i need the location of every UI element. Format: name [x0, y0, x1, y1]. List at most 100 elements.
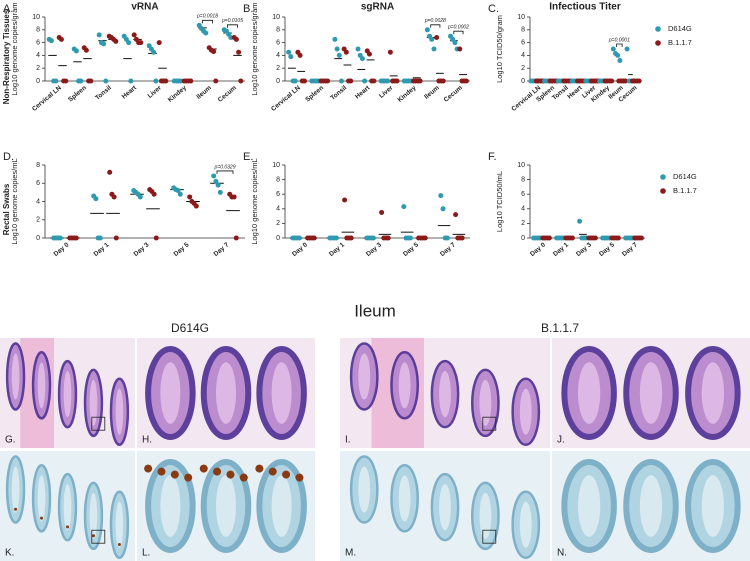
x-tick-label: Kindey — [167, 84, 188, 104]
panel-label: A. — [3, 3, 13, 15]
data-point — [151, 191, 157, 197]
histology-image: N. — [552, 451, 750, 561]
x-tick-label: Day 0 — [53, 241, 71, 258]
data-point — [217, 189, 223, 195]
stain-spot — [40, 516, 44, 520]
zoom-box — [91, 529, 106, 544]
y-axis-label: Log10 genome copies/mL — [250, 158, 259, 244]
data-point — [177, 191, 183, 197]
x-tick-label: Day 0 — [529, 241, 547, 258]
histology-image: L. — [137, 451, 315, 561]
y-tick-label: 0 — [276, 78, 280, 85]
y-tick-label: 10 — [272, 162, 280, 169]
data-point — [203, 30, 209, 36]
stain-spot — [268, 467, 277, 476]
data-point — [332, 36, 338, 42]
data-point — [213, 178, 219, 184]
data-point — [163, 78, 169, 84]
villus-core — [439, 371, 451, 418]
stain-spot — [213, 467, 222, 476]
data-point — [379, 209, 385, 215]
panel-label: I. — [345, 435, 351, 446]
zoom-box — [91, 416, 106, 431]
data-point — [88, 78, 94, 84]
data-point — [385, 235, 391, 241]
data-point — [236, 49, 242, 55]
data-point — [113, 38, 119, 44]
x-tick-label: Day 7 — [621, 241, 639, 258]
villus-core — [37, 362, 46, 409]
y-tick-label: 8 — [36, 162, 40, 169]
x-tick-label: Day 1 — [93, 241, 111, 258]
row-label: Rectal Swabs — [2, 183, 11, 235]
x-tick-label: Day 5 — [598, 241, 616, 258]
x-tick-label: Cervical LN — [270, 84, 302, 113]
villus-core — [358, 353, 371, 400]
x-tick-label: Day 7 — [213, 241, 231, 258]
data-point — [359, 56, 365, 62]
stain-spot — [255, 464, 264, 473]
y-tick-label: 6 — [521, 39, 525, 46]
x-tick-label: Spleen — [67, 84, 88, 103]
villus-core — [701, 362, 725, 424]
data-point — [431, 46, 437, 52]
histology-image: H. — [137, 338, 315, 448]
y-tick-label: 6 — [276, 191, 280, 198]
data-point — [58, 36, 64, 42]
data-point — [348, 235, 354, 241]
data-point — [387, 49, 393, 55]
data-point — [153, 78, 159, 84]
legend-label: D614G — [673, 172, 697, 181]
x-tick-label: Liver — [378, 84, 395, 100]
villus-core — [701, 475, 725, 537]
x-tick-label: Day 0 — [291, 241, 309, 258]
data-point — [97, 235, 103, 241]
data-point — [233, 235, 239, 241]
y-tick-label: 10 — [517, 162, 525, 169]
data-point — [57, 235, 63, 241]
villus-core — [479, 492, 492, 539]
significance-bracket — [202, 19, 213, 24]
data-point — [325, 78, 331, 84]
y-tick-label: 0 — [521, 78, 525, 85]
data-point — [231, 194, 237, 200]
x-tick-label: Day 1 — [328, 241, 346, 258]
x-tick-label: Cervical LN — [31, 84, 63, 113]
data-point — [78, 78, 84, 84]
y-tick-label: 8 — [521, 176, 525, 183]
data-point — [624, 46, 630, 52]
data-point — [63, 78, 69, 84]
data-point — [609, 78, 615, 84]
villus-core — [639, 362, 663, 424]
x-tick-label: Liver — [146, 84, 163, 100]
legend-label: B.1.1.7 — [668, 38, 692, 47]
villus-core — [519, 388, 532, 435]
histology-image: J. — [552, 338, 750, 448]
stain-spot — [184, 473, 193, 482]
villus-core — [398, 362, 411, 409]
p-value: p=0.0329 — [214, 164, 236, 170]
x-tick-label: Kindey — [396, 84, 417, 104]
panel-label: D. — [3, 151, 14, 163]
data-point — [407, 235, 413, 241]
data-point — [93, 196, 99, 202]
villus-core — [271, 362, 292, 424]
group-label: D614G — [171, 321, 209, 335]
x-tick-label: Day 1 — [552, 241, 570, 258]
data-point — [48, 38, 54, 44]
panel-label: N. — [557, 548, 567, 559]
zoom-box — [482, 529, 497, 544]
x-tick-label: Heart — [354, 84, 372, 101]
y-axis-label: Log10 TCID50/gram — [495, 15, 504, 83]
villus-core — [160, 362, 181, 424]
data-point — [362, 78, 368, 84]
x-tick-label: Day 3 — [365, 241, 383, 258]
stain-spot — [282, 470, 291, 479]
data-point — [53, 78, 59, 84]
villus-core — [577, 475, 601, 537]
x-tick-label: Spleen — [304, 84, 325, 103]
data-point — [546, 235, 552, 241]
data-point — [440, 206, 446, 212]
significance-bracket — [430, 24, 441, 28]
data-point — [592, 235, 598, 241]
